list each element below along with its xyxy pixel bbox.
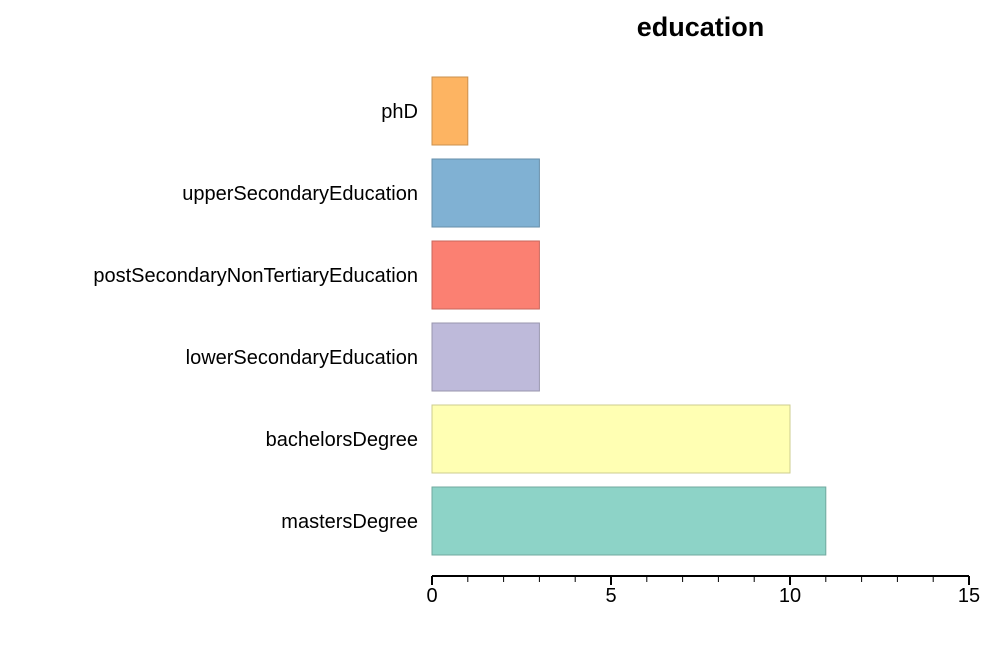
bar-postSecondaryNonTertiaryEducation <box>431 240 540 310</box>
x-tick-label: 10 <box>779 585 801 607</box>
category-label: upperSecondaryEducation <box>182 183 418 205</box>
category-label: mastersDegree <box>281 511 418 533</box>
category-labels: phD upperSecondaryEducation postSecondaryN… <box>93 101 418 533</box>
category-label: lowerSecondaryEducation <box>186 347 418 369</box>
x-tick-label: 5 <box>605 585 616 607</box>
category-label: bachelorsDegree <box>266 429 418 451</box>
category-label: postSecondaryNonTertiaryEducation <box>93 265 418 287</box>
category-label: phD <box>381 101 418 123</box>
x-tick-label: 0 <box>426 585 437 607</box>
x-axis: 0 5 10 15 <box>426 575 980 607</box>
bar-bachelorsDegree <box>431 404 791 474</box>
bars-group <box>431 76 827 556</box>
bar-upperSecondaryEducation <box>431 158 540 228</box>
bar-mastersDegree <box>431 486 827 556</box>
x-tick-label: 15 <box>958 585 980 607</box>
bar-lowerSecondaryEducation <box>431 322 540 392</box>
bar-phD <box>431 76 469 146</box>
chart-title: education <box>636 12 765 42</box>
